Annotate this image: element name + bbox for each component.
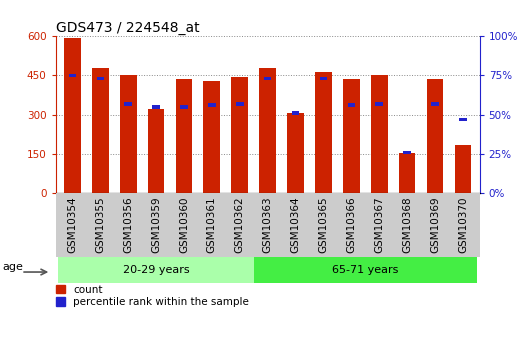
- Bar: [96, 77, 104, 80]
- Bar: [264, 77, 271, 80]
- Bar: [236, 102, 243, 106]
- Bar: [459, 118, 467, 121]
- Bar: [64, 38, 81, 193]
- Text: GSM10370: GSM10370: [458, 196, 468, 253]
- Text: 65-71 years: 65-71 years: [332, 265, 399, 275]
- Bar: [208, 104, 216, 107]
- Bar: [427, 79, 444, 193]
- Bar: [399, 154, 416, 193]
- Bar: [58, 257, 254, 283]
- Text: GSM10368: GSM10368: [402, 196, 412, 253]
- Text: GSM10355: GSM10355: [95, 196, 105, 253]
- Text: GSM10362: GSM10362: [235, 196, 245, 253]
- Bar: [68, 73, 76, 77]
- Bar: [259, 68, 276, 193]
- Bar: [431, 102, 439, 106]
- Text: 20-29 years: 20-29 years: [123, 265, 189, 275]
- Bar: [120, 76, 137, 193]
- Bar: [371, 75, 387, 193]
- Bar: [287, 112, 304, 193]
- Text: age: age: [3, 262, 24, 272]
- Bar: [232, 77, 248, 193]
- Text: GSM10361: GSM10361: [207, 196, 217, 253]
- Bar: [403, 150, 411, 154]
- Text: GSM10356: GSM10356: [123, 196, 133, 253]
- Text: GSM10364: GSM10364: [290, 196, 301, 253]
- Text: GSM10367: GSM10367: [374, 196, 384, 253]
- Bar: [320, 77, 327, 80]
- Bar: [375, 102, 383, 106]
- Text: GDS473 / 224548_at: GDS473 / 224548_at: [56, 21, 199, 35]
- Bar: [292, 111, 299, 115]
- Text: GSM10369: GSM10369: [430, 196, 440, 253]
- Bar: [343, 79, 360, 193]
- Bar: [204, 81, 220, 193]
- Bar: [254, 257, 477, 283]
- Bar: [175, 79, 192, 193]
- Bar: [348, 104, 355, 107]
- Text: GSM10360: GSM10360: [179, 196, 189, 253]
- Text: GSM10365: GSM10365: [319, 196, 329, 253]
- Text: GSM10354: GSM10354: [67, 196, 77, 253]
- Bar: [455, 145, 471, 193]
- Bar: [148, 109, 164, 193]
- Legend: count, percentile rank within the sample: count, percentile rank within the sample: [56, 285, 249, 307]
- Bar: [180, 105, 188, 109]
- Bar: [152, 105, 160, 109]
- Text: GSM10363: GSM10363: [263, 196, 272, 253]
- Bar: [92, 68, 109, 193]
- Bar: [315, 71, 332, 193]
- Text: GSM10366: GSM10366: [346, 196, 356, 253]
- Bar: [125, 102, 132, 106]
- Text: GSM10359: GSM10359: [151, 196, 161, 253]
